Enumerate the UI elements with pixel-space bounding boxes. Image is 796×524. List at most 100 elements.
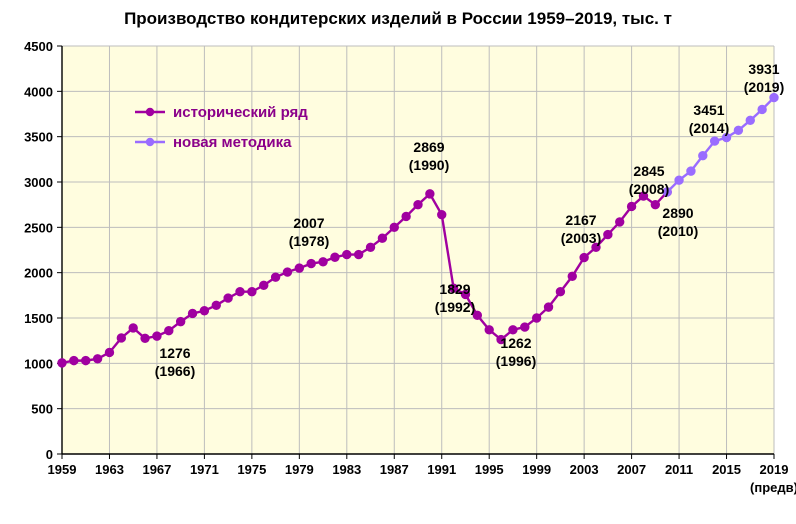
series-marker-historic: [319, 258, 327, 266]
series-marker-historic: [58, 359, 66, 367]
x-tick-label: 2019: [760, 462, 789, 477]
plot-background: [62, 46, 774, 454]
series-marker-historic: [271, 273, 279, 281]
callout-value: 3451: [693, 102, 724, 118]
y-tick-label: 500: [31, 402, 53, 417]
callout-value: 2890: [662, 205, 693, 221]
callout-year: (1996): [496, 353, 536, 369]
chart-container: 0500100015002000250030003500400045001959…: [0, 0, 796, 519]
series-marker-historic: [141, 334, 149, 342]
series-marker-historic: [556, 288, 564, 296]
series-marker-historic: [283, 268, 291, 276]
y-tick-label: 3500: [24, 130, 53, 145]
x-tick-label: 1959: [48, 462, 77, 477]
series-marker-historic: [521, 323, 529, 331]
series-marker-new: [746, 116, 754, 124]
x-tick-label: 1999: [522, 462, 551, 477]
callout-year: (2019): [744, 79, 784, 95]
callout-year: (1978): [289, 233, 329, 249]
series-marker-historic: [224, 294, 232, 302]
callout-value: 1829: [439, 281, 470, 297]
series-marker-historic: [129, 324, 137, 332]
y-tick-label: 4500: [24, 39, 53, 54]
legend-label-historic: исторический ряд: [173, 104, 308, 121]
legend-label-new: новая методика: [173, 134, 292, 151]
x-tick-label: 1975: [237, 462, 266, 477]
series-marker-historic: [153, 332, 161, 340]
series-marker-historic: [212, 301, 220, 309]
series-marker-historic: [438, 210, 446, 218]
callout-year: (2008): [629, 181, 669, 197]
series-marker-historic: [200, 307, 208, 315]
callout-value: 3931: [748, 61, 779, 77]
series-marker-new: [758, 105, 766, 113]
x-tick-label: 2007: [617, 462, 646, 477]
series-marker-new: [687, 167, 695, 175]
chart-svg: 0500100015002000250030003500400045001959…: [0, 0, 796, 519]
y-tick-label: 2000: [24, 266, 53, 281]
x-tick-label: 1995: [475, 462, 504, 477]
series-marker-new: [710, 137, 718, 145]
series-marker-historic: [568, 272, 576, 280]
series-marker-new: [699, 152, 707, 160]
callout-value: 2845: [633, 163, 664, 179]
x-tick-label: 2003: [570, 462, 599, 477]
series-marker-historic: [105, 348, 113, 356]
series-marker-historic: [82, 356, 90, 364]
chart-title: Производство кондитерских изделий в Росс…: [124, 9, 672, 28]
x-tick-label: 1979: [285, 462, 314, 477]
series-marker-historic: [260, 281, 268, 289]
series-marker-historic: [402, 212, 410, 220]
y-tick-label: 1000: [24, 356, 53, 371]
x-tick-label: 1991: [427, 462, 456, 477]
series-marker-new: [675, 176, 683, 184]
series-marker-historic: [414, 200, 422, 208]
callout-value: 1276: [159, 345, 190, 361]
series-marker-historic: [307, 259, 315, 267]
series-marker-historic: [378, 234, 386, 242]
callout-value: 1262: [500, 335, 531, 351]
legend-marker-historic: [146, 108, 154, 116]
callout-value: 2869: [413, 139, 444, 155]
callout-year: (1966): [155, 363, 195, 379]
x-tick-label: 1963: [95, 462, 124, 477]
series-marker-new: [734, 126, 742, 134]
series-marker-historic: [366, 243, 374, 251]
series-marker-historic: [390, 223, 398, 231]
series-marker-historic: [544, 303, 552, 311]
x-tick-label: 2015: [712, 462, 741, 477]
series-marker-historic: [426, 190, 434, 198]
series-marker-historic: [580, 253, 588, 261]
series-marker-historic: [532, 314, 540, 322]
callout-year: (1990): [409, 157, 449, 173]
series-marker-historic: [331, 253, 339, 261]
series-marker-historic: [236, 288, 244, 296]
callout-year: (1992): [435, 299, 475, 315]
callout-year: (2003): [561, 230, 601, 246]
y-tick-label: 2500: [24, 220, 53, 235]
legend-marker-new: [146, 138, 154, 146]
series-marker-historic: [295, 264, 303, 272]
callout-year: (2014): [689, 120, 729, 136]
series-marker-historic: [343, 250, 351, 258]
series-marker-historic: [604, 230, 612, 238]
x-tick-label: 1971: [190, 462, 219, 477]
series-marker-historic: [509, 326, 517, 334]
series-marker-historic: [651, 200, 659, 208]
series-marker-historic: [248, 288, 256, 296]
series-marker-historic: [176, 317, 184, 325]
y-tick-label: 3000: [24, 175, 53, 190]
series-marker-historic: [188, 309, 196, 317]
y-tick-label: 4000: [24, 84, 53, 99]
x-tick-label: 1983: [332, 462, 361, 477]
x-tick-label: 2011: [665, 462, 693, 477]
series-marker-historic: [627, 202, 635, 210]
callout-year: (2010): [658, 223, 698, 239]
series-marker-historic: [117, 334, 125, 342]
series-marker-historic: [354, 250, 362, 258]
series-marker-historic: [485, 326, 493, 334]
series-marker-historic: [165, 326, 173, 334]
x-suffix-label: (предв): [750, 480, 796, 495]
x-tick-label: 1967: [142, 462, 171, 477]
y-tick-label: 1500: [24, 311, 53, 326]
